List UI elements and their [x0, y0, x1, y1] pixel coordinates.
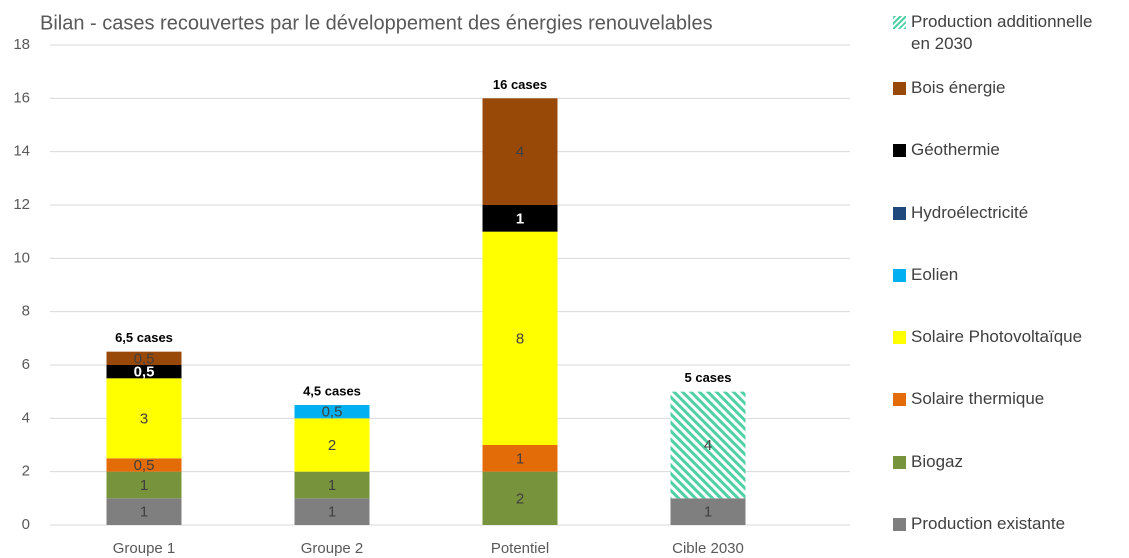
- data-label: 1: [516, 210, 524, 227]
- legend-swatch: [893, 16, 906, 29]
- legend-swatch: [893, 331, 906, 345]
- legend-swatch: [893, 82, 906, 95]
- legend-label: Bois énergie: [911, 78, 1006, 97]
- y-tick-label: 14: [13, 143, 30, 160]
- y-tick-label: 4: [22, 409, 30, 426]
- legend-swatch: [893, 393, 906, 407]
- bar-segment: [482, 231, 558, 445]
- bar-segment: [106, 378, 182, 459]
- data-label: 2: [328, 437, 336, 454]
- bar-segment: [670, 391, 746, 499]
- y-tick-label: 8: [22, 303, 30, 320]
- legend-label: Géothermie: [911, 140, 1000, 160]
- data-label: 1: [328, 477, 336, 494]
- legend-swatch: [893, 268, 906, 282]
- data-label: 4: [704, 437, 712, 454]
- bar-segment: [294, 405, 370, 419]
- legend-swatch: [893, 144, 906, 158]
- legend-label: Production additionnelle en 2030: [911, 12, 1093, 53]
- y-tick-label: 0: [22, 516, 30, 533]
- data-label: 2: [516, 490, 524, 507]
- total-label: 16 cases: [493, 77, 547, 92]
- legend-label: Hydroélectricité: [911, 202, 1029, 222]
- data-label: 4: [516, 144, 524, 161]
- data-label: 1: [704, 504, 712, 521]
- data-label: 8: [516, 330, 524, 347]
- total-label: 5 cases: [685, 370, 732, 385]
- legend-swatch: [893, 206, 906, 220]
- data-label: 1: [140, 504, 148, 521]
- bar-segment: [294, 498, 370, 525]
- x-tick-label: Cible 2030: [672, 540, 744, 557]
- bar-segment: [106, 365, 182, 379]
- bar-segment: [106, 498, 182, 525]
- y-tick-label: 16: [13, 89, 30, 106]
- data-label: 0,5: [134, 364, 155, 381]
- legend-label: Biogaz: [911, 451, 963, 471]
- data-label: 0,5: [322, 404, 343, 421]
- x-tick-label: Groupe 1: [113, 540, 176, 557]
- bar-segment: [482, 98, 558, 205]
- bar-segment: [106, 351, 182, 365]
- legend-label: Eolien: [911, 264, 959, 284]
- bar-segment: [294, 471, 370, 499]
- legend-swatch: [893, 518, 906, 531]
- bar-segment: [482, 205, 558, 232]
- bar-segment: [106, 471, 182, 499]
- legend-label: Production existante: [911, 514, 1066, 533]
- bar-segment: [106, 458, 182, 472]
- data-label: 3: [140, 410, 148, 427]
- legend-label: Solaire Photovoltaïque: [911, 327, 1083, 347]
- y-tick-label: 12: [13, 196, 30, 213]
- data-label: 1: [516, 450, 524, 467]
- total-label: 6,5 cases: [115, 330, 173, 345]
- total-label: 4,5 cases: [303, 383, 361, 398]
- legend-swatch: [893, 455, 906, 469]
- bar-segment: [670, 498, 746, 525]
- data-label: 0,5: [134, 457, 155, 474]
- y-tick-label: 10: [13, 249, 30, 266]
- data-label: 1: [328, 504, 336, 521]
- data-label: 0,5: [134, 350, 155, 367]
- y-tick-label: 2: [22, 463, 30, 480]
- y-tick-label: 6: [22, 356, 30, 373]
- bar-segment: [294, 418, 370, 472]
- bar-segment: [482, 445, 558, 472]
- x-tick-label: Potentiel: [491, 540, 549, 557]
- legend-label: Solaire thermique: [911, 389, 1045, 409]
- chart-title: Bilan - cases recouvertes par le dévelop…: [40, 12, 713, 34]
- data-label: 1: [140, 477, 148, 494]
- y-tick-label: 18: [13, 36, 30, 53]
- x-tick-label: Groupe 2: [301, 540, 364, 557]
- bar-segment: [482, 471, 558, 525]
